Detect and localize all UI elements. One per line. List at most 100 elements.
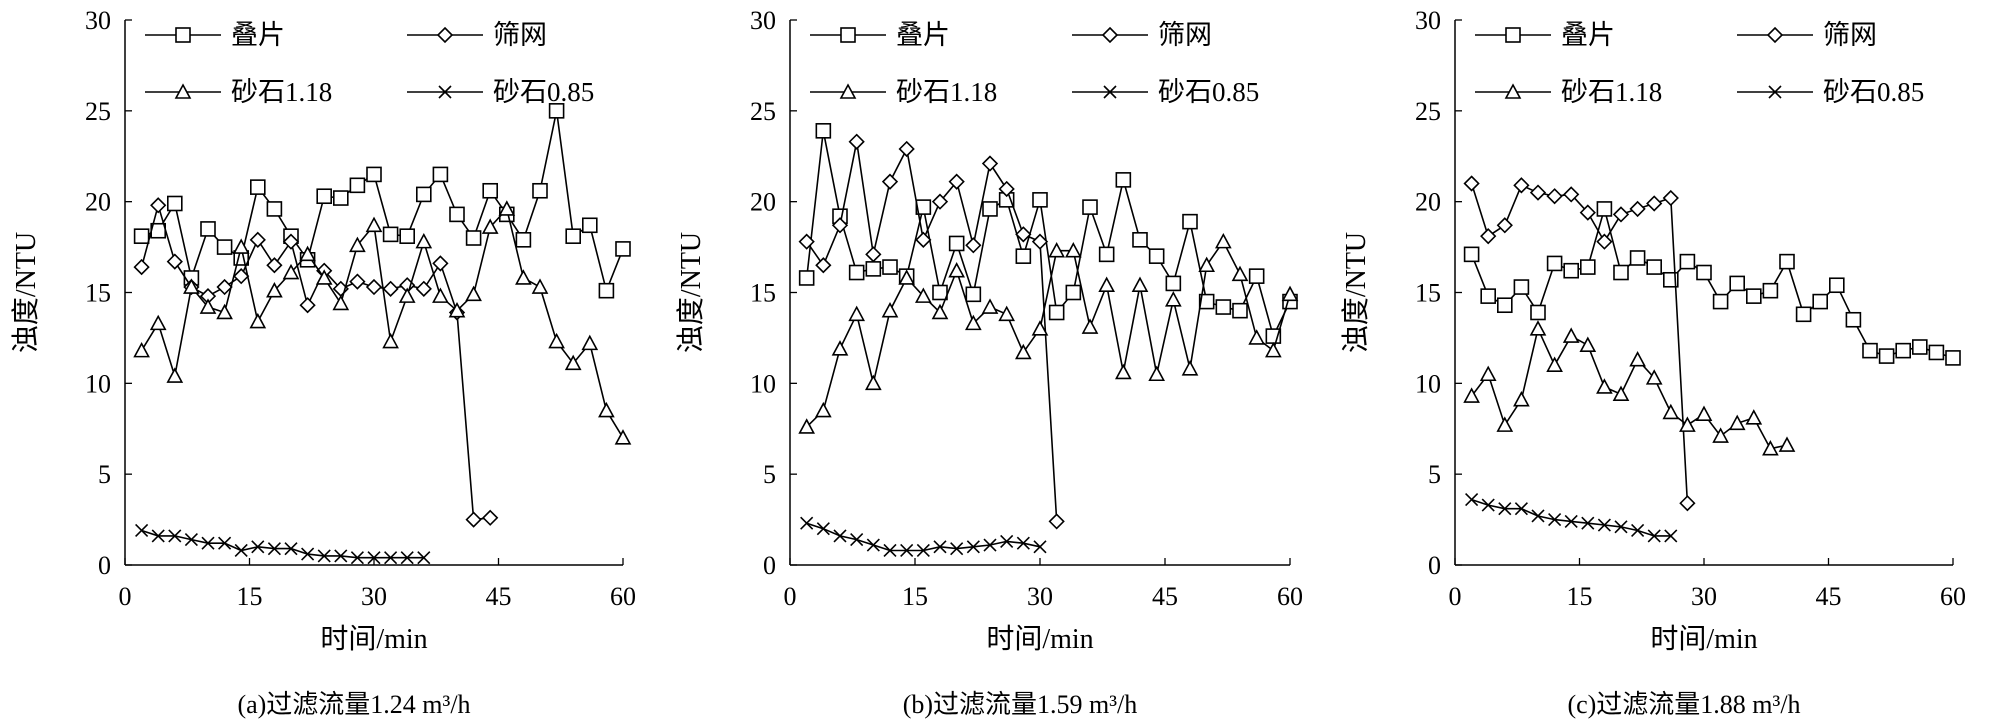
y-axis-label: 浊度/NTU [675,232,707,353]
legend-marker [1101,26,1119,44]
data-point [998,305,1016,322]
data-point [251,540,265,554]
data-point [898,140,915,158]
data-point [1729,275,1745,292]
data-point [282,233,300,250]
data-point [449,206,465,223]
data-point [933,540,947,554]
x-tick-label: 0 [119,582,132,611]
data-point [1048,513,1065,530]
data-point [249,312,267,329]
data-point [1646,195,1663,212]
legend-marker [839,83,857,99]
data-point [349,236,366,253]
data-point [349,177,366,194]
legend-marker [438,85,452,99]
data-point [1232,302,1248,319]
data-point [982,201,998,217]
data-point [1215,299,1232,315]
data-point [183,278,200,294]
series-line [140,207,624,439]
data-point [798,270,815,286]
data-point [1645,369,1663,385]
x-tick-label: 0 [784,582,797,611]
data-point [1564,514,1578,528]
data-point [415,186,432,203]
data-point [432,255,449,272]
x-tick-label: 30 [361,582,387,611]
series-1 [133,197,499,528]
data-point [481,218,499,234]
data-point [284,542,298,556]
data-point [299,297,316,314]
data-point [1662,189,1679,207]
data-point [1778,436,1796,452]
data-point [915,231,932,248]
y-tick-label: 10 [1415,369,1441,398]
data-point [831,217,849,234]
data-point [1463,175,1480,192]
data-point [981,298,999,314]
data-point [384,551,398,565]
panel-caption: (c)过滤流量1.88 m³/h [1567,690,1800,719]
x-tick-label: 45 [1816,582,1842,611]
data-point [1745,409,1763,425]
data-point [448,301,466,318]
data-point [1695,405,1713,422]
data-point [398,287,416,303]
data-point [399,228,416,244]
data-point [233,268,250,285]
data-point [1248,268,1265,284]
data-point [1614,520,1628,534]
data-point [465,511,482,528]
y-tick-label: 25 [750,97,776,126]
data-point [382,226,399,243]
data-point [848,133,865,150]
data-point [1048,242,1066,258]
data-point [1579,336,1597,352]
data-point [1114,363,1132,380]
x-tick-label: 15 [1567,582,1593,611]
data-point [1779,253,1795,270]
data-point [417,551,431,565]
y-tick-label: 10 [85,369,111,398]
data-point [1115,172,1132,188]
data-point [881,301,899,318]
data-point [1662,403,1680,420]
data-point [548,103,565,119]
data-point [1000,534,1014,548]
panel-caption: (b)过滤流量1.59 m³/h [903,690,1138,719]
data-point [249,231,266,248]
data-point [950,542,964,556]
data-point [1762,440,1779,456]
data-point [216,278,233,296]
data-point [948,235,965,252]
data-point [581,217,598,234]
data-point [382,280,399,297]
series-1 [1463,175,1696,512]
series-3 [135,523,431,565]
data-point [350,551,364,565]
data-point [833,529,847,543]
data-point [199,298,217,314]
data-point [432,287,449,303]
data-point [1548,513,1562,527]
data-point [1878,348,1895,364]
data-point [301,547,315,561]
data-point [798,233,815,250]
legend-label: 叠片 [896,20,950,50]
data-point [1480,288,1496,304]
data-point [1531,509,1545,523]
data-point [334,549,348,563]
chart-panel-1: 0 5 10 15 20 25 30 0 15 30 45 60 时间/min 浊度/NTU (b)过滤流量… [675,6,1303,719]
data-point [815,123,832,139]
data-point [1613,264,1629,281]
legend-marker [1766,26,1784,44]
data-point [1015,248,1032,264]
data-point [216,303,233,320]
y-tick-label: 0 [1428,551,1441,580]
x-tick-label: 60 [1940,582,1966,611]
data-point [216,239,233,255]
